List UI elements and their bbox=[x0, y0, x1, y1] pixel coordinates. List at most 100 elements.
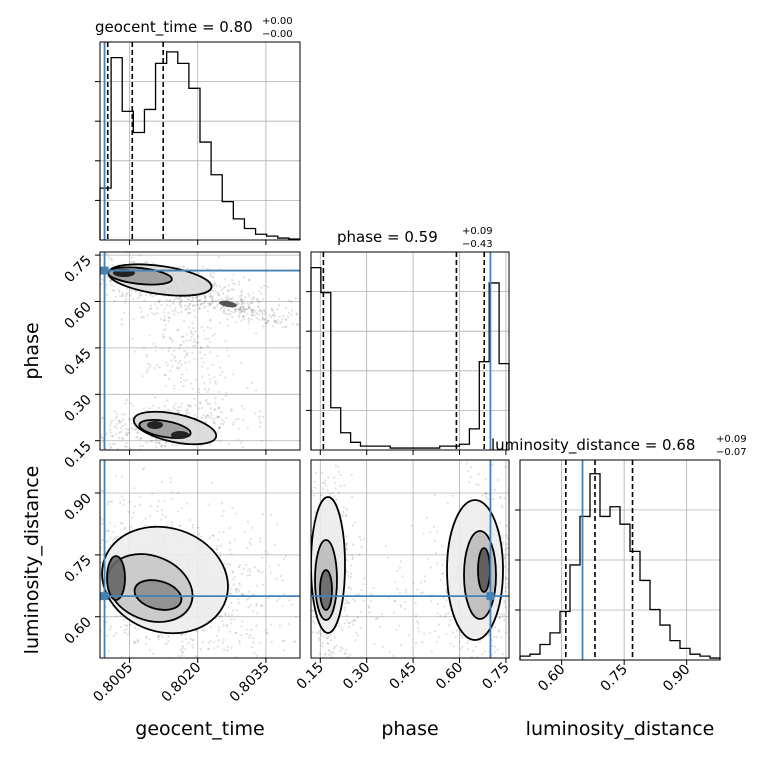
sample-point bbox=[527, 525, 529, 527]
sample-point bbox=[275, 577, 278, 580]
sample-point bbox=[226, 645, 229, 649]
sample-point bbox=[255, 602, 258, 606]
sample-point bbox=[158, 299, 162, 302]
sample-point bbox=[109, 428, 112, 431]
sample-point bbox=[128, 526, 131, 530]
sample-point bbox=[284, 626, 286, 628]
sample-point bbox=[137, 432, 140, 435]
sample-point bbox=[198, 401, 202, 404]
sample-point bbox=[114, 417, 117, 420]
sample-point bbox=[181, 298, 184, 302]
sample-point bbox=[220, 298, 223, 301]
sample-point bbox=[253, 566, 257, 569]
sample-point bbox=[117, 420, 120, 423]
sample-point bbox=[286, 315, 290, 318]
sample-point bbox=[183, 304, 187, 307]
sample-point bbox=[297, 611, 299, 613]
sample-point bbox=[505, 534, 508, 538]
sample-point bbox=[216, 645, 219, 648]
sample-point bbox=[301, 662, 303, 664]
sample-point bbox=[143, 467, 146, 470]
sample-point bbox=[232, 571, 235, 574]
sample-point bbox=[243, 302, 246, 305]
sample-point bbox=[72, 431, 74, 433]
sample-point bbox=[237, 307, 240, 310]
sample-point bbox=[85, 224, 87, 226]
title-luminosity-distance: luminosity_distance = 0.68 bbox=[491, 436, 695, 455]
sample-point bbox=[201, 365, 204, 368]
sample-point bbox=[153, 313, 156, 316]
sample-point bbox=[260, 439, 263, 442]
sample-point bbox=[190, 405, 193, 408]
sample-point bbox=[501, 653, 504, 656]
sample-point bbox=[154, 441, 157, 444]
sample-point bbox=[345, 547, 348, 550]
sample-point bbox=[327, 635, 330, 638]
sample-point bbox=[228, 527, 231, 530]
sample-point bbox=[302, 621, 304, 623]
sample-point bbox=[185, 368, 188, 371]
sample-point bbox=[294, 297, 297, 300]
sample-point bbox=[274, 320, 277, 323]
sample-point bbox=[106, 275, 109, 278]
sample-point bbox=[207, 503, 210, 506]
sample-point bbox=[150, 440, 154, 443]
sample-point bbox=[194, 296, 198, 299]
sample-point bbox=[486, 498, 489, 501]
sample-point bbox=[120, 420, 123, 423]
sample-point bbox=[321, 644, 324, 648]
sample-point bbox=[220, 306, 223, 309]
sample-point bbox=[136, 639, 139, 642]
sample-point bbox=[352, 598, 355, 601]
sample-point bbox=[93, 276, 95, 278]
sample-point bbox=[207, 302, 210, 305]
sample-point bbox=[252, 309, 255, 312]
sample-point bbox=[242, 568, 246, 571]
sample-point bbox=[112, 634, 116, 637]
sample-point bbox=[467, 648, 470, 651]
sample-point bbox=[86, 539, 88, 541]
sample-point bbox=[248, 306, 251, 310]
sample-point bbox=[213, 420, 216, 423]
sample-point bbox=[433, 494, 436, 497]
sample-point bbox=[122, 437, 125, 441]
sample-point bbox=[459, 648, 462, 651]
sample-point bbox=[321, 487, 324, 490]
sample-point bbox=[208, 416, 211, 419]
sample-point bbox=[360, 545, 363, 548]
sample-point bbox=[144, 517, 147, 520]
sample-point bbox=[516, 588, 518, 590]
sample-point bbox=[213, 307, 216, 310]
sample-point bbox=[213, 300, 216, 303]
sample-point bbox=[197, 391, 201, 394]
sample-point bbox=[235, 512, 238, 515]
sample-point bbox=[127, 510, 130, 513]
sample-point bbox=[492, 457, 494, 459]
sample-point bbox=[40, 462, 42, 464]
sample-point bbox=[257, 570, 261, 573]
sample-point bbox=[122, 498, 125, 501]
sample-point bbox=[121, 436, 124, 439]
sample-point bbox=[506, 578, 509, 581]
sample-point bbox=[113, 289, 116, 292]
sample-point bbox=[396, 587, 399, 590]
sample-point bbox=[101, 437, 104, 440]
sample-point bbox=[248, 278, 251, 281]
sample-point bbox=[180, 310, 183, 313]
sample-point bbox=[278, 315, 281, 318]
sample-point bbox=[120, 318, 123, 321]
sample-point bbox=[186, 408, 189, 411]
sample-point bbox=[100, 546, 103, 549]
sample-point bbox=[421, 591, 425, 594]
sample-point bbox=[335, 644, 338, 647]
sample-point bbox=[527, 618, 529, 620]
sample-point bbox=[349, 653, 352, 656]
sample-point bbox=[499, 495, 502, 498]
sample-point bbox=[136, 436, 139, 439]
sample-point bbox=[351, 556, 354, 559]
sample-point bbox=[185, 379, 188, 382]
sample-point bbox=[430, 650, 433, 653]
sample-point bbox=[183, 356, 186, 359]
sample-point bbox=[419, 591, 423, 594]
sample-point bbox=[246, 312, 249, 315]
